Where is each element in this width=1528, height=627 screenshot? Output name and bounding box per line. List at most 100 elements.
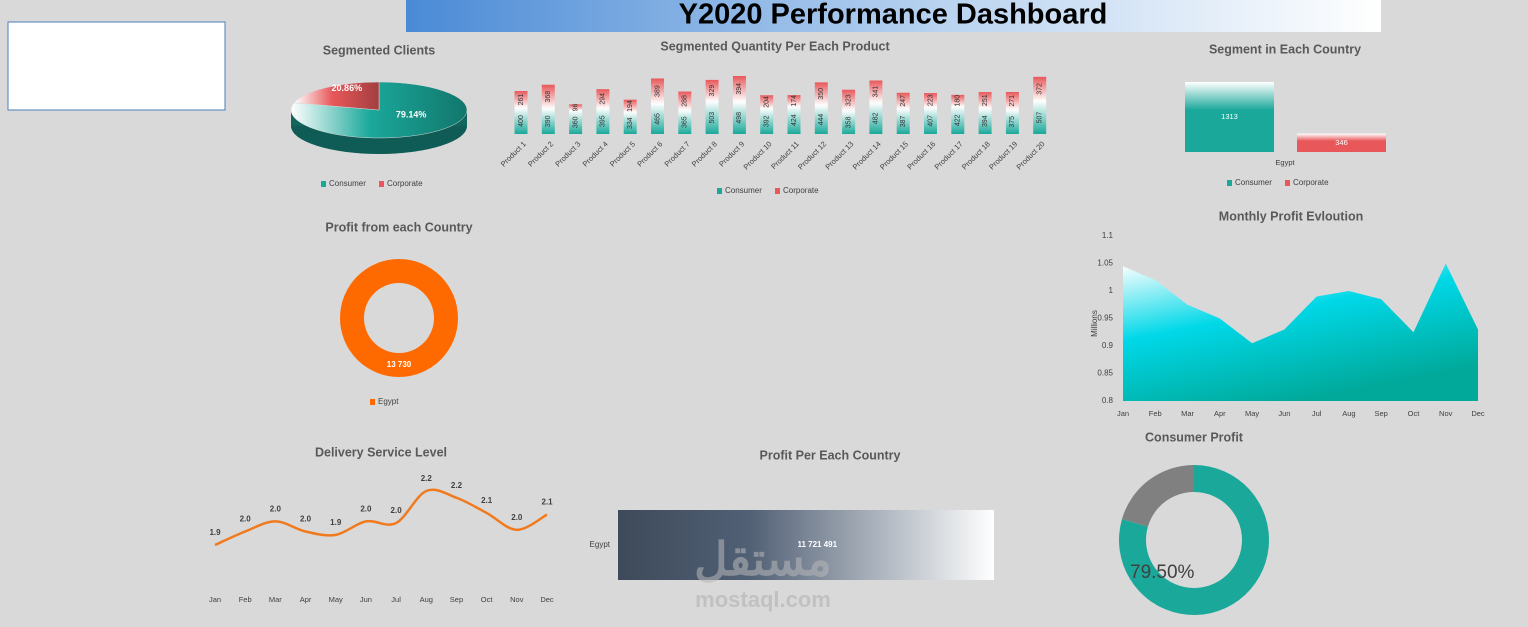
legend-label: Consumer [329, 179, 366, 188]
data-label: 223 [927, 94, 934, 106]
data-label: 2.1 [541, 498, 553, 507]
data-label: 482 [873, 112, 880, 124]
x-tick-label: Aug [1342, 409, 1355, 418]
chart-title: Profit from each Country [325, 220, 472, 234]
data-label: 323 [845, 94, 852, 106]
data-label: 204 [764, 96, 771, 108]
x-tick-label: Nov [510, 595, 524, 604]
x-tick-label: Jun [1278, 409, 1290, 418]
bar-segment [869, 102, 883, 134]
x-tick-label: Aug [420, 595, 433, 604]
bar-segment [596, 89, 610, 109]
bar-segment [1005, 91, 1019, 110]
data-label: 79.50% [1130, 562, 1195, 583]
bar-segment [1033, 76, 1047, 102]
chart-title: Delivery Service Level [315, 445, 447, 459]
data-label: 247 [900, 95, 907, 107]
y-tick-label: 0.8 [1102, 396, 1114, 405]
legend-label: Corporate [1293, 178, 1329, 187]
bar-segment [651, 103, 664, 134]
x-tick-label: Sep [1375, 409, 1388, 418]
data-label: 2.0 [300, 515, 312, 524]
legend-label: Consumer [725, 186, 762, 195]
chart-title: Profit Per Each Country [760, 448, 901, 462]
bar-segment [814, 82, 828, 106]
bar-segment [678, 91, 692, 111]
y-tick-label: 1.05 [1097, 259, 1113, 268]
data-label: 294 [600, 93, 607, 105]
bar-segment [896, 108, 910, 134]
bar-segment [623, 112, 637, 134]
data-label: 79.14% [396, 110, 427, 120]
bar-segment [569, 104, 583, 111]
x-tick-label: Mar [269, 595, 282, 604]
legend-swatch [775, 188, 780, 194]
x-tick-label: May [329, 595, 343, 604]
data-label: 180 [955, 95, 962, 107]
bar-segment [1005, 109, 1019, 134]
x-tick-label: Egypt [1275, 158, 1295, 167]
data-label: 365 [682, 116, 689, 128]
x-tick-label: Nov [1439, 409, 1453, 418]
y-tick-label: Egypt [590, 540, 611, 549]
data-label: 261 [518, 94, 525, 106]
data-label: 194 [627, 100, 634, 112]
area [1123, 263, 1478, 401]
y-tick-label: 0.95 [1097, 314, 1113, 323]
data-label: 1.9 [330, 518, 342, 527]
data-label: 11 721 491 [797, 540, 837, 549]
bar-segment [842, 89, 856, 111]
data-label: 20.86% [332, 83, 363, 93]
data-label: 424 [791, 114, 798, 126]
donut-slice [1119, 465, 1270, 616]
donut-slice [1121, 465, 1194, 527]
legend-swatch [370, 399, 375, 405]
bar-segment [596, 108, 610, 134]
chart-title: Monthly Profit Evloution [1219, 209, 1363, 223]
legend-swatch [379, 181, 384, 187]
data-label: 389 [654, 85, 661, 97]
x-tick-label: Jan [209, 595, 221, 604]
bar-segment [514, 107, 528, 134]
data-label: 2.0 [511, 513, 523, 522]
data-label: 341 [873, 86, 880, 98]
x-tick-label: Jul [1312, 409, 1322, 418]
x-tick-label: Dec [1471, 409, 1485, 418]
legend-swatch [717, 188, 722, 194]
x-tick-label: Oct [481, 595, 494, 604]
bar-segment [705, 101, 719, 134]
data-label: 498 [736, 112, 743, 124]
data-label: 400 [518, 115, 525, 127]
y-tick-label: 1.1 [1102, 231, 1114, 240]
data-label: 2.0 [240, 515, 252, 524]
data-label: 13 730 [387, 360, 412, 369]
data-label: 288 [682, 95, 689, 107]
data-label: 392 [764, 115, 771, 127]
bar-segment [787, 95, 801, 107]
bar-segment [951, 106, 965, 134]
chart-title: Consumer Profit [1145, 430, 1244, 444]
legend-label: Consumer [1235, 178, 1272, 187]
data-label: 358 [845, 116, 852, 128]
bar-segment [541, 108, 555, 134]
data-label: 444 [818, 114, 825, 126]
watermark-url: mostaql.com [695, 587, 831, 612]
data-label: 2.1 [481, 496, 493, 505]
x-tick-label: Dec [540, 595, 554, 604]
bar-segment [760, 108, 774, 134]
legend-swatch [1227, 180, 1232, 186]
data-label: 395 [600, 115, 607, 127]
data-label: 346 [1335, 138, 1348, 147]
data-label: 2.2 [451, 481, 463, 490]
bar-segment [569, 110, 583, 134]
bar-segment [732, 101, 746, 134]
chart-title: Segment in Each Country [1209, 42, 1361, 56]
data-label: 394 [736, 83, 743, 95]
blank-box [7, 21, 226, 111]
donut-slice [340, 259, 458, 377]
bar [618, 510, 994, 580]
y-axis-label: Millions [1090, 310, 1099, 337]
bar-segment [623, 99, 637, 113]
data-label: 390 [545, 115, 552, 127]
